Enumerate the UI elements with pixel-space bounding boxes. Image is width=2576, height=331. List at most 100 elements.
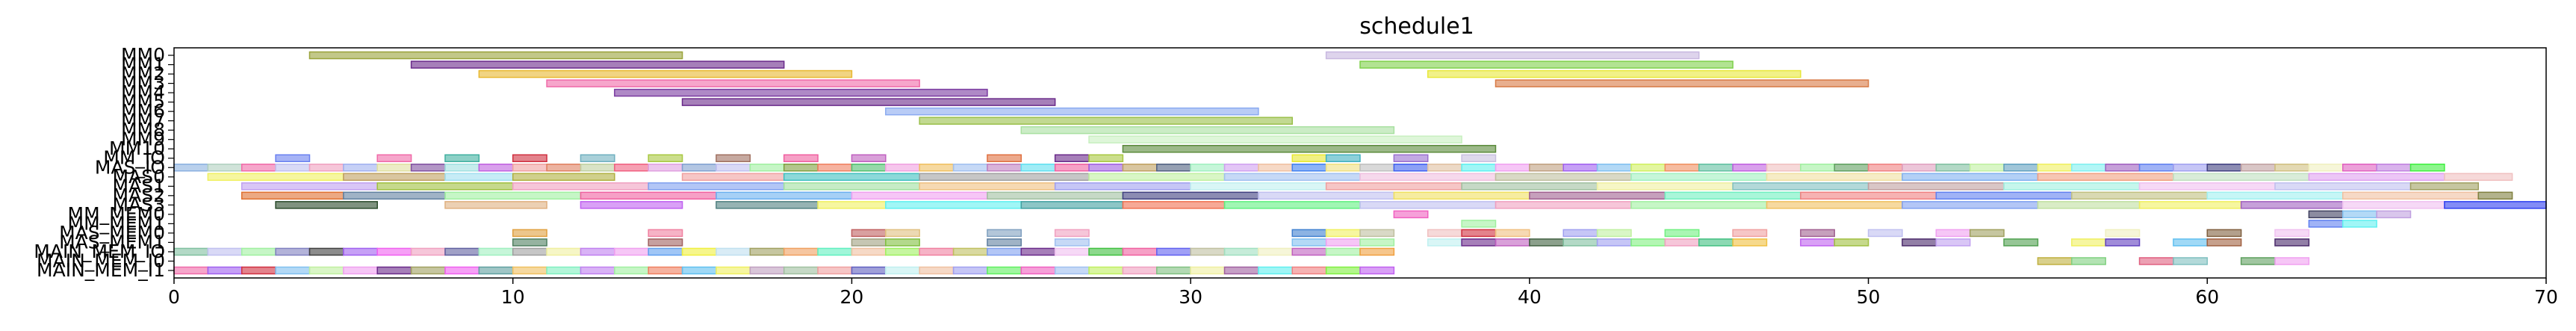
gantt-bar (1020, 126, 1395, 134)
gantt-bar (681, 173, 785, 182)
gantt-bar (2138, 201, 2242, 209)
gantt-bar (2138, 182, 2276, 191)
gantt-bar (308, 51, 683, 60)
gantt-bar (2037, 173, 2174, 182)
gantt-bar (2206, 191, 2344, 200)
y-tick-label: MAS3 (113, 194, 165, 215)
gantt-bar (1325, 247, 1361, 256)
gantt-bar (681, 98, 1056, 106)
gantt-bar (275, 154, 311, 162)
gantt-bar (817, 266, 853, 275)
gantt-bar (478, 69, 853, 78)
gantt-bar (1122, 191, 1259, 200)
gantt-bar (614, 164, 649, 172)
gantt-bar (376, 247, 412, 256)
gantt-bar (1291, 266, 1327, 275)
gantt-bar (1630, 164, 1666, 172)
gantt-bar (1325, 229, 1361, 238)
gantt-bar (783, 154, 819, 162)
y-tick-label: MAIN_MEM_IO (34, 241, 165, 262)
gantt-bar (2003, 238, 2039, 247)
gantt-bar (716, 266, 751, 275)
gantt-bar (546, 164, 582, 172)
gantt-bar (2274, 164, 2310, 172)
y-tick-label: MM7 (121, 110, 165, 132)
gantt-bar (1664, 238, 1700, 247)
gantt-bar (681, 164, 717, 172)
gantt-bar (716, 154, 751, 162)
gantt-bar (1190, 182, 1327, 191)
gantt-bar (1766, 201, 1903, 209)
gantt-bar (275, 164, 311, 172)
x-tick-label: 10 (501, 286, 525, 308)
gantt-bar (580, 201, 683, 209)
gantt-bar (1054, 247, 1090, 256)
gantt-bar (2274, 229, 2310, 238)
gantt-bar (2003, 182, 2141, 191)
gantt-bar (1088, 164, 1124, 172)
gantt-bar (1054, 154, 1090, 162)
gantt-bar (1088, 135, 1462, 143)
chart-title: schedule1 (1359, 13, 1474, 40)
gantt-bar (512, 182, 649, 191)
gantt-bar (851, 238, 887, 247)
gantt-bar (1190, 247, 1226, 256)
gantt-bar (1258, 191, 1395, 200)
gantt-bar (2308, 210, 2344, 219)
gantt-bar (1223, 247, 1259, 256)
gantt-bar (648, 247, 683, 256)
gantt-bar (2444, 201, 2547, 209)
gantt-bar (478, 164, 514, 172)
gantt-bar (376, 182, 514, 191)
gantt-bar (240, 164, 276, 172)
gantt-bar (1867, 229, 1903, 238)
gantt-bar (308, 266, 344, 275)
gantt-bar (240, 182, 378, 191)
gantt-bar (1732, 238, 1768, 247)
gantt-bar (444, 164, 480, 172)
gantt-bar (1630, 173, 1768, 182)
gantt-bar (987, 266, 1022, 275)
gantt-bar (919, 164, 955, 172)
gantt-bar (2376, 164, 2412, 172)
y-tick-label: MM5 (121, 91, 165, 113)
gantt-bar (1088, 266, 1124, 275)
gantt-bar (2342, 164, 2377, 172)
gantt-bar (275, 201, 378, 209)
y-tick-label: MAS_IO (95, 156, 165, 178)
gantt-bar (1461, 182, 1598, 191)
gantt-bar (444, 191, 582, 200)
gantt-bar (1698, 238, 1734, 247)
gantt-bar (343, 247, 378, 256)
gantt-bar (1495, 164, 1530, 172)
gantt-bar (1156, 164, 1191, 172)
gantt-bar (716, 247, 751, 256)
gantt-bar (444, 247, 480, 256)
gantt-bar (2308, 220, 2344, 228)
gantt-bar (2308, 164, 2344, 172)
gantt-bar (1291, 164, 1327, 172)
gantt-bar (580, 247, 615, 256)
gantt-bar (1122, 266, 1158, 275)
gantt-bar (2037, 257, 2073, 265)
gantt-bar (1393, 164, 1429, 172)
gantt-bar (308, 247, 344, 256)
y-tick-label: MM_MEM0 (68, 203, 165, 225)
gantt-bar (2071, 191, 2209, 200)
gantt-bar (817, 201, 887, 209)
gantt-bar (1156, 247, 1191, 256)
gantt-bar (1800, 164, 1835, 172)
gantt-bar (1495, 173, 1632, 182)
gantt-bar (1630, 238, 1666, 247)
gantt-bar (1834, 164, 1869, 172)
gantt-bar (1969, 229, 2005, 238)
gantt-bar (1495, 238, 1530, 247)
y-tick-label: MM_IO (103, 147, 165, 169)
gantt-bar (376, 154, 412, 162)
gantt-bar (1359, 238, 1395, 247)
gantt-bar (885, 247, 920, 256)
gantt-bar (207, 266, 243, 275)
gantt-bar (343, 164, 378, 172)
gantt-bar (1190, 164, 1226, 172)
